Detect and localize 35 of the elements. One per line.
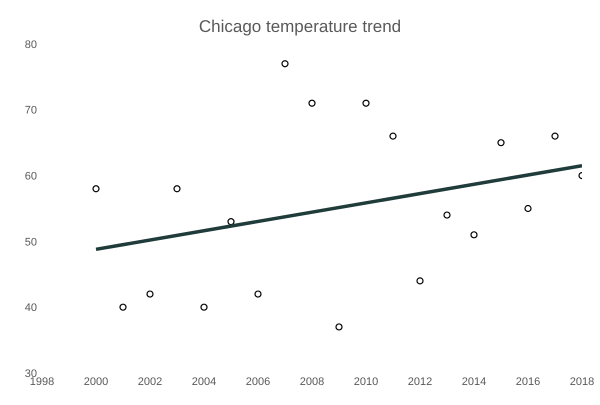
x-tick-label: 2014 xyxy=(462,376,486,388)
point xyxy=(146,290,154,298)
point xyxy=(119,304,127,311)
point xyxy=(362,100,370,107)
x-tick-label: 2010 xyxy=(354,376,378,388)
y-tick-label: 40 xyxy=(24,302,37,314)
point xyxy=(173,185,181,192)
y-tick-label: 50 xyxy=(24,236,37,248)
x-tick-label: 2016 xyxy=(516,376,540,388)
point xyxy=(443,211,451,219)
x-tick-label: 2006 xyxy=(246,376,270,388)
point xyxy=(551,132,559,140)
point xyxy=(227,218,235,226)
point xyxy=(470,231,478,238)
point xyxy=(254,290,262,298)
x-tick-label: 2002 xyxy=(138,376,162,388)
x-tick-label: 2018 xyxy=(570,376,594,388)
x-tick-label: 2012 xyxy=(408,376,432,388)
point xyxy=(524,204,532,212)
point xyxy=(200,304,208,311)
point xyxy=(335,323,343,331)
y-tick-label: 80 xyxy=(24,38,37,51)
point xyxy=(308,100,316,107)
point xyxy=(92,185,100,192)
y-tick-label: 70 xyxy=(24,104,37,117)
x-tick-label: 2004 xyxy=(192,376,216,388)
point xyxy=(281,60,289,68)
x-tick-label: 1998 xyxy=(30,376,54,388)
point xyxy=(416,277,424,284)
chart-title: Chicago temperature trend xyxy=(198,17,402,36)
y-tick-label: 60 xyxy=(24,170,37,182)
x-tick-label: 2000 xyxy=(84,376,108,388)
point xyxy=(389,132,397,140)
point xyxy=(497,139,505,146)
x-tick-label: 2008 xyxy=(300,376,324,388)
